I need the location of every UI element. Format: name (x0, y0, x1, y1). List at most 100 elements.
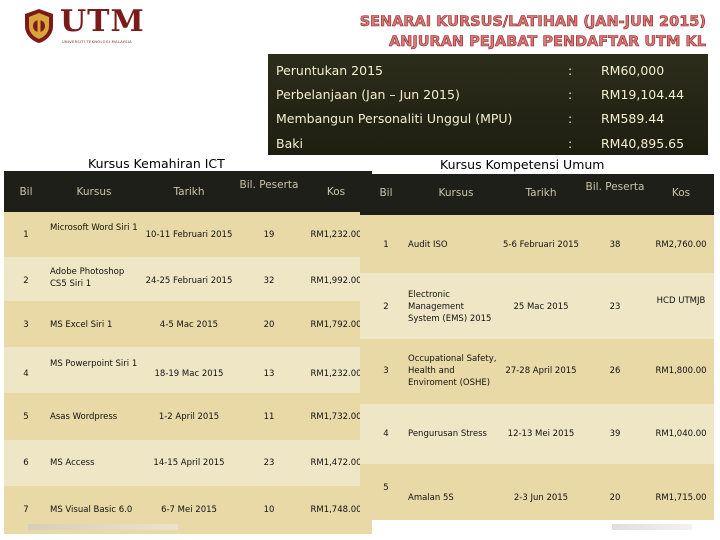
cell-kos: RM1,232.00 (310, 230, 362, 240)
table-row: 4 Pengurusan Stress 12-13 Mei 2015 39 RM… (360, 404, 714, 464)
title-line-2: ANJURAN PEJABAT PENDAFTAR UTM KL (389, 34, 707, 51)
table-header: Bil Kursus Tarikh Bil. Peserta Kos (360, 174, 714, 215)
cell-kursus: Occupational Safety, Health and Envirome… (408, 354, 497, 388)
table-row: 2 Electronic Management System (EMS) 201… (360, 273, 714, 339)
table-row: 1 Audit ISO 5-6 Februari 2015 38 RM2,760… (360, 215, 714, 273)
cell-peserta: 39 (609, 429, 621, 439)
cell-bil: 2 (23, 276, 29, 286)
cell-tarikh: 14-15 April 2015 (153, 458, 225, 468)
budget-summary: Peruntukan 2015 : RM60,000 Perbelanjaan … (268, 54, 708, 155)
cell-kursus: MS Excel Siri 1 (50, 320, 113, 330)
header-kos: Kos (326, 186, 346, 198)
cell-kursus: MS Powerpoint Siri 1 (50, 359, 138, 369)
budget-label: Perbelanjaan (Jan – Jun 2015) (276, 87, 460, 102)
right-table: Bil Kursus Tarikh Bil. Peserta Kos 1 Aud… (360, 174, 714, 520)
left-section-title: Kursus Kemahiran ICT (88, 156, 225, 171)
budget-colon: : (568, 87, 573, 102)
cell-tarikh: 27-28 April 2015 (505, 366, 577, 376)
right-section-title: Kursus Kompetensi Umum (440, 157, 605, 172)
cell-kos: RM1,732.00 (310, 412, 362, 422)
cell-bil: 1 (383, 240, 389, 250)
cell-tarikh: 18-19 Mac 2015 (154, 369, 224, 379)
cell-peserta: 10 (263, 505, 275, 515)
cell-kos: RM1,792.00 (310, 320, 362, 330)
budget-label: Membangun Personaliti Unggul (MPU) (276, 111, 513, 126)
table-row: 2 Adobe Photoshop CS5 Siri 1 24-25 Febru… (4, 257, 372, 301)
cell-tarikh: 1-2 April 2015 (158, 412, 220, 422)
table-row: 3 Occupational Safety, Health and Enviro… (360, 339, 714, 404)
cell-kursus: Adobe Photoshop CS5 Siri 1 (50, 267, 125, 289)
cell-peserta: 26 (609, 366, 621, 376)
cell-peserta: 20 (263, 320, 275, 330)
table-row: 6 MS Access 14-15 April 2015 23 RM1,472.… (4, 440, 372, 486)
budget-label: Peruntukan 2015 (276, 63, 383, 78)
cell-kos: RM2,760.00 (655, 240, 707, 250)
cell-kursus: Audit ISO (408, 240, 448, 250)
left-table: Bil Kursus Tarikh Bil. Peserta Kos 1 Mic… (4, 171, 372, 534)
header-tarikh: Tarikh (525, 187, 557, 199)
table-row: 1 Microsoft Word Siri 1 10-11 Februari 2… (4, 212, 372, 257)
header-bil: Bil (379, 187, 393, 199)
cell-kursus: Pengurusan Stress (408, 429, 487, 439)
budget-value: RM589.44 (601, 111, 665, 126)
cell-kursus: Amalan 5S (408, 493, 454, 503)
budget-colon: : (568, 111, 573, 126)
budget-row: Peruntukan 2015 : RM60,000 (268, 58, 708, 83)
title-line-1: SENARAI KURSUS/LATIHAN (JAN-JUN 2015) (359, 14, 706, 31)
budget-value: RM40,895.65 (601, 136, 685, 151)
cell-kursus: Asas Wordpress (50, 412, 118, 422)
cell-kos: RM1,715.00 (655, 493, 707, 503)
table-row: 5 Amalan 5S 2-3 Jun 2015 20 RM1,715.00 (360, 464, 714, 520)
cell-bil: 6 (23, 458, 29, 468)
cell-kos: RM1,232.00 (310, 369, 362, 379)
cell-kursus: Microsoft Word Siri 1 (50, 223, 138, 233)
budget-value: RM60,000 (601, 63, 665, 78)
cell-tarikh: 2-3 Jun 2015 (513, 493, 569, 503)
cell-tarikh: 12-13 Mei 2015 (507, 429, 575, 439)
budget-row: Baki : RM40,895.65 (268, 131, 708, 156)
cell-tarikh: 10-11 Februari 2015 (145, 230, 233, 240)
cell-kursus: MS Visual Basic 6.0 (50, 505, 133, 515)
budget-colon: : (568, 136, 573, 151)
cell-kos: HCD UTMJB (656, 296, 706, 306)
budget-row: Membangun Personaliti Unggul (MPU) : RM5… (268, 106, 708, 131)
header-tarikh: Tarikh (173, 186, 205, 198)
header-kursus: Kursus (438, 187, 474, 199)
cell-bil: 5 (23, 412, 29, 422)
table-row: 4 MS Powerpoint Siri 1 18-19 Mac 2015 13… (4, 347, 372, 393)
table-row: 5 Asas Wordpress 1-2 April 2015 11 RM1,7… (4, 393, 372, 440)
budget-value: RM19,104.44 (601, 87, 685, 102)
header-kos: Kos (671, 187, 691, 199)
table-header: Bil Kursus Tarikh Bil. Peserta Kos (4, 171, 372, 212)
cell-tarikh: 24-25 Februari 2015 (145, 276, 233, 286)
cell-tarikh: 25 Mac 2015 (513, 302, 569, 312)
cell-kos: RM1,040.00 (655, 429, 707, 439)
cell-peserta: 23 (263, 458, 275, 468)
cell-bil: 7 (23, 505, 29, 515)
logo-text: UTM (60, 4, 145, 39)
cell-tarikh: 4-5 Mac 2015 (159, 320, 219, 330)
cell-bil: 1 (23, 230, 29, 240)
cell-tarikh: 6-7 Mei 2015 (161, 505, 217, 515)
budget-label: Baki (276, 136, 303, 151)
cell-bil: 5 (383, 483, 389, 493)
cell-kos: RM1,992.00 (310, 276, 362, 286)
table-row: 3 MS Excel Siri 1 4-5 Mac 2015 20 RM1,79… (4, 301, 372, 347)
cell-bil: 3 (383, 366, 389, 376)
budget-colon: : (568, 63, 573, 78)
cell-kursus: Electronic Management System (EMS) 2015 (408, 290, 492, 324)
cell-bil: 2 (383, 302, 389, 312)
cell-kos: RM1,748.00 (310, 505, 362, 515)
cell-kursus: MS Access (50, 458, 95, 468)
cell-kos: RM1,472.00 (310, 458, 362, 468)
cell-peserta: 19 (263, 230, 275, 240)
cell-peserta: 20 (609, 493, 621, 503)
header-peserta: Bil. Peserta (585, 181, 645, 193)
footer-decoration (612, 524, 692, 530)
cell-kos: RM1,800.00 (655, 366, 707, 376)
utm-logo: UTM UNIVERSITI TEKNOLOGI MALAYSIA (22, 4, 162, 48)
footer-decoration (28, 524, 178, 530)
cell-peserta: 13 (263, 369, 275, 379)
cell-bil: 3 (23, 320, 29, 330)
budget-row: Perbelanjaan (Jan – Jun 2015) : RM19,104… (268, 82, 708, 107)
